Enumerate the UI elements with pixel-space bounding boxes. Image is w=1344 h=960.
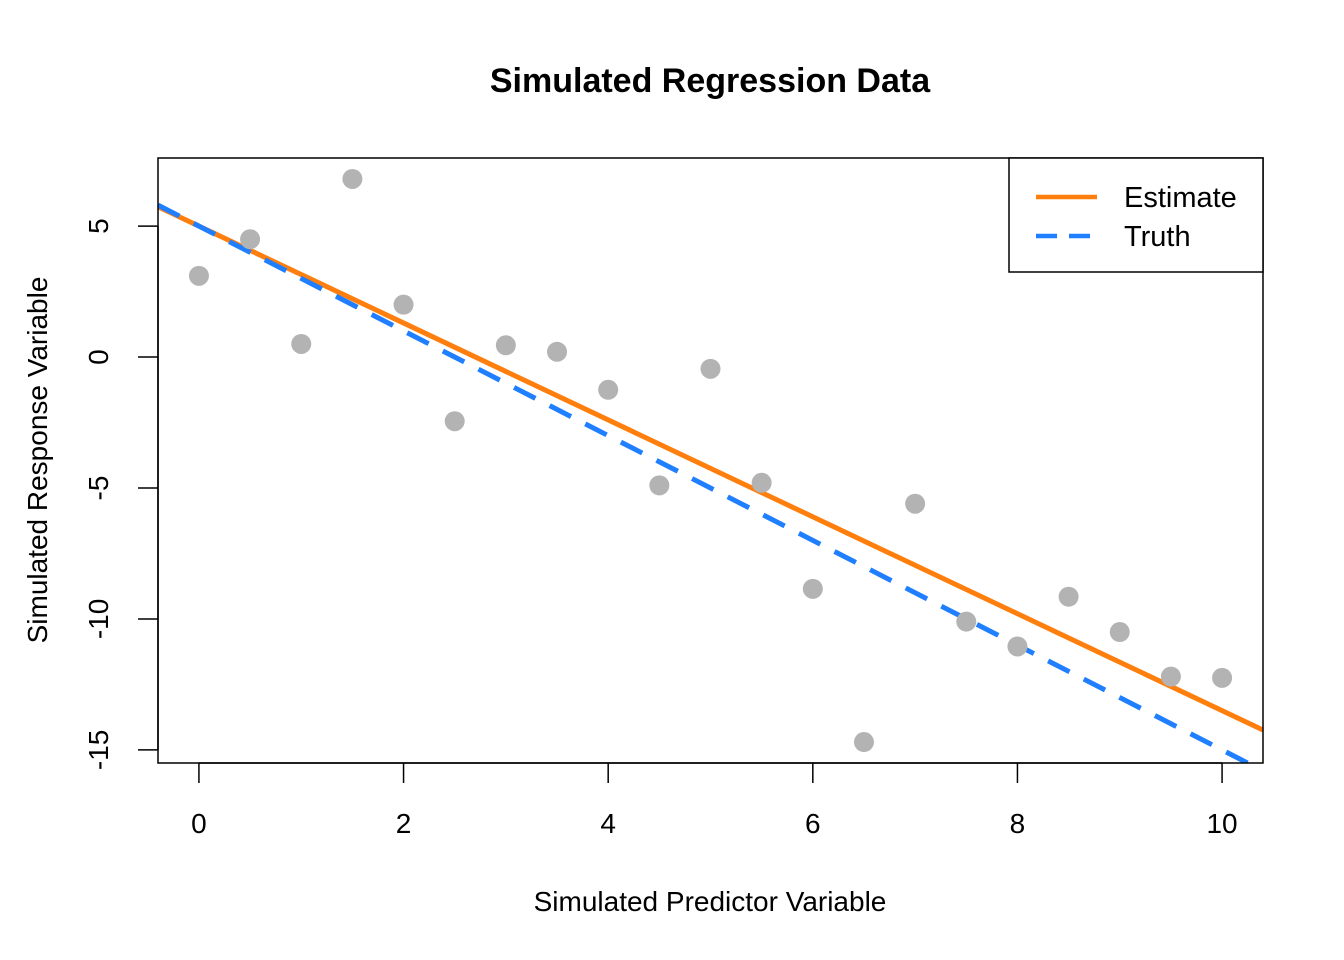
y-tick-label: -10	[83, 599, 114, 639]
data-point	[751, 472, 772, 493]
y-tick-label: -15	[83, 730, 114, 770]
data-point	[853, 732, 874, 753]
regression-lines	[158, 202, 1263, 763]
x-tick-label: 4	[600, 808, 616, 839]
data-points	[188, 168, 1233, 753]
legend-label-truth: Truth	[1124, 221, 1191, 253]
data-point	[1007, 636, 1028, 657]
x-tick-label: 6	[805, 808, 821, 839]
data-point	[802, 578, 823, 599]
data-point	[649, 475, 670, 496]
data-point	[188, 265, 209, 286]
y-tick-label: -5	[83, 476, 114, 501]
data-point	[598, 379, 619, 400]
y-tick-label: 5	[83, 218, 114, 234]
y-axis: -15 -10 -5 0 5	[83, 218, 159, 770]
line-estimate	[158, 204, 1263, 733]
x-tick-label: 8	[1010, 808, 1026, 839]
data-point	[444, 411, 465, 432]
data-point	[956, 611, 977, 632]
data-point	[495, 335, 516, 356]
legend-label-estimate: Estimate	[1124, 182, 1237, 214]
data-point	[547, 341, 568, 362]
line-truth	[158, 202, 1254, 763]
data-point	[1160, 666, 1181, 687]
y-axis-label: Simulated Response Variable	[22, 277, 53, 644]
data-point	[1058, 586, 1079, 607]
x-axis-label: Simulated Predictor Variable	[534, 886, 887, 917]
x-tick-label: 0	[191, 808, 207, 839]
data-point	[240, 229, 261, 250]
data-point	[342, 168, 363, 189]
y-tick-label: 0	[83, 349, 114, 365]
legend-box	[1008, 157, 1264, 273]
x-axis: 0 2 4 6 8 10	[191, 762, 1238, 839]
data-point	[1109, 622, 1130, 643]
data-point	[393, 294, 414, 315]
chart-title: Simulated Regression Data	[490, 62, 931, 100]
data-point	[905, 493, 926, 514]
x-tick-label: 2	[396, 808, 412, 839]
legend: Estimate Truth	[1008, 157, 1264, 273]
data-point	[700, 358, 721, 379]
data-point	[291, 333, 312, 354]
x-tick-label: 10	[1206, 808, 1237, 839]
data-point	[1212, 667, 1233, 688]
